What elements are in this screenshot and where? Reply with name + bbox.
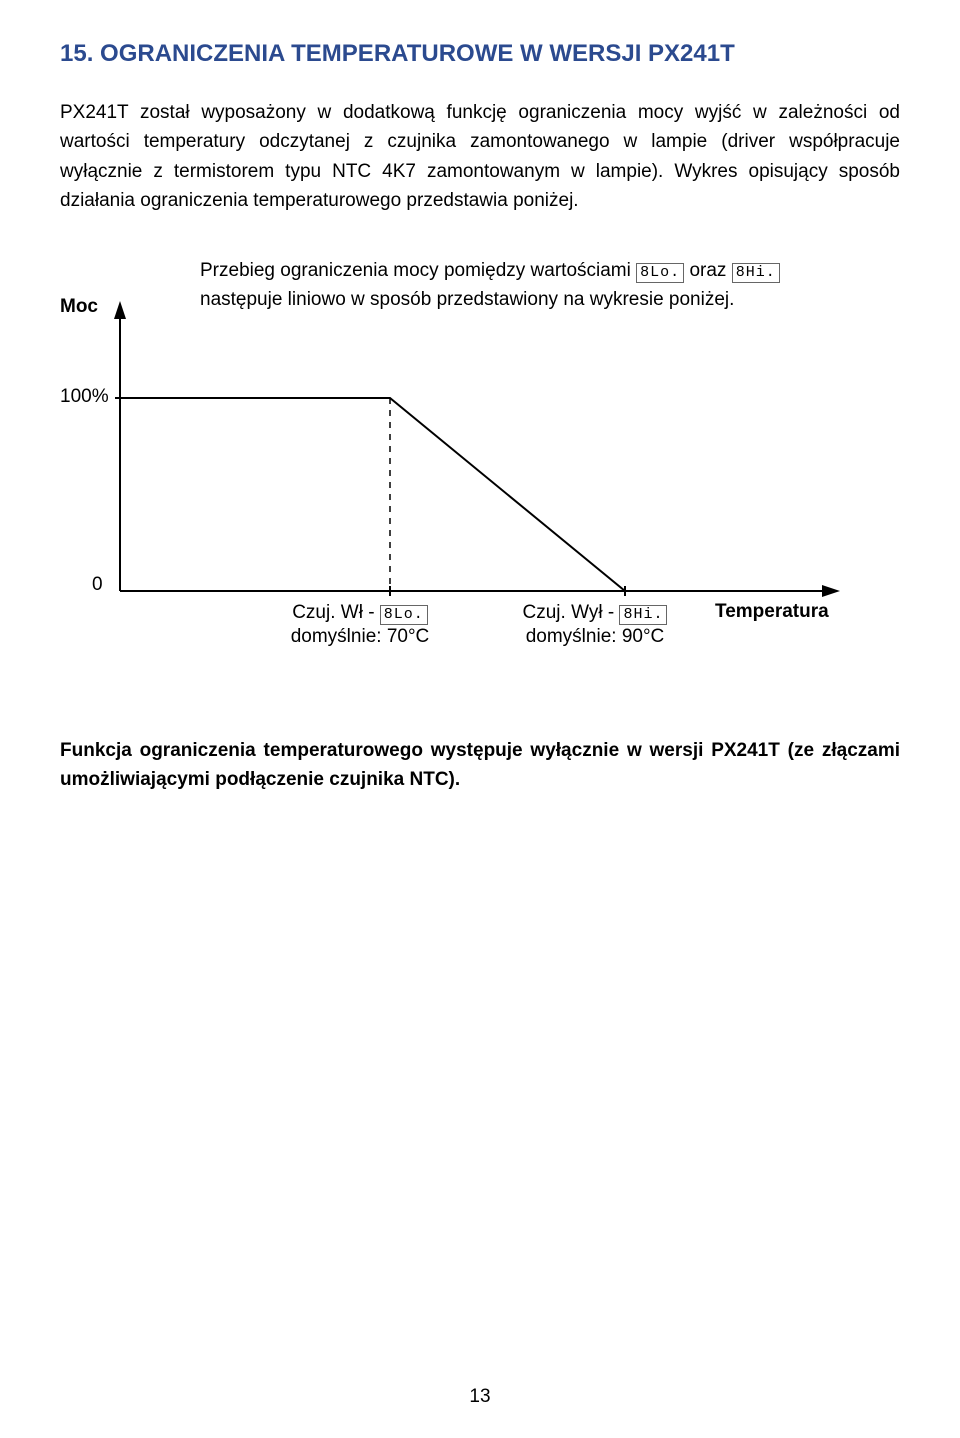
chart-svg — [60, 256, 900, 696]
y-tick-0: 0 — [92, 574, 103, 596]
x-marker-lo-line2: domyślnie: 70°C — [291, 626, 430, 647]
x-axis-label: Temperatura — [715, 601, 829, 623]
chart-desc-text-mid: oraz — [689, 260, 731, 281]
footer-paragraph: Funkcja ograniczenia temperaturowego wys… — [60, 736, 900, 795]
page-number: 13 — [0, 1386, 960, 1408]
led-display-hi-inline: 8Hi. — [732, 263, 780, 283]
y-tick-100: 100% — [60, 386, 109, 408]
x-marker-lo: Czuj. Wł - 8Lo. domyślnie: 70°C — [260, 601, 460, 650]
y-axis-label: Moc — [60, 296, 98, 318]
led-display-lo-x: 8Lo. — [380, 605, 428, 625]
x-marker-hi-line1: Czuj. Wył - — [523, 602, 620, 623]
section-heading: 15. OGRANICZENIA TEMPERATUROWE W WERSJI … — [60, 40, 900, 68]
intro-paragraph: PX241T został wyposażony w dodatkową fun… — [60, 98, 900, 216]
x-marker-hi: Czuj. Wył - 8Hi. domyślnie: 90°C — [490, 601, 700, 650]
x-marker-lo-line1: Czuj. Wł - — [292, 602, 380, 623]
led-display-hi-x: 8Hi. — [619, 605, 667, 625]
x-marker-hi-line2: domyślnie: 90°C — [526, 626, 665, 647]
power-temperature-chart: Moc Przebieg ograniczenia mocy pomiędzy … — [60, 256, 900, 696]
chart-description: Przebieg ograniczenia mocy pomiędzy wart… — [200, 256, 840, 315]
chart-desc-text-1: Przebieg ograniczenia mocy pomiędzy wart… — [200, 260, 636, 281]
led-display-lo-inline: 8Lo. — [636, 263, 684, 283]
chart-desc-text-2: następuje liniowo w sposób przedstawiony… — [200, 289, 734, 310]
